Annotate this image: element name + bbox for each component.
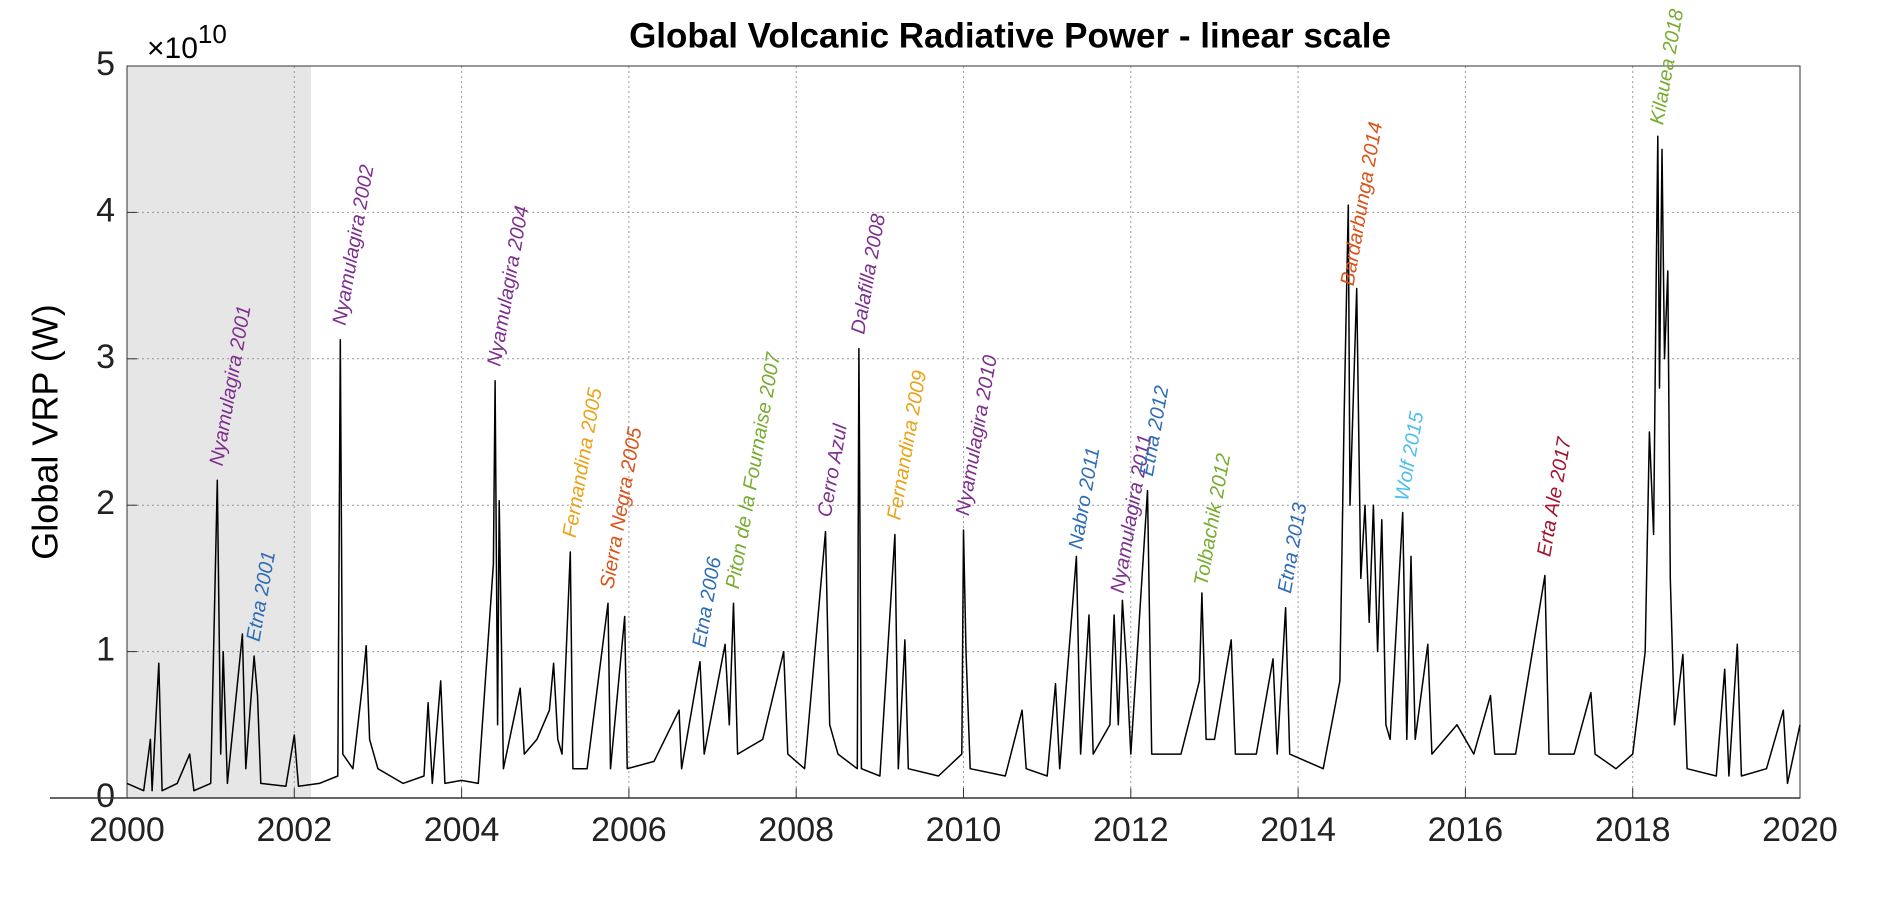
annotation: Dalafilla 2008 (847, 213, 890, 336)
x-tick-label: 2004 (424, 811, 500, 849)
y-tick-label: 3 (96, 338, 115, 376)
annotation: Tolbachik 2012 (1190, 452, 1235, 588)
annotation: Erta Ale 2017 (1533, 435, 1576, 558)
y-tick-label: 2 (96, 484, 115, 522)
x-tick-label: 2016 (1428, 811, 1504, 849)
x-tick-label: 2008 (758, 811, 834, 849)
x-tick-label: 2014 (1260, 811, 1336, 849)
annotation: Kilauea 2018 (1646, 8, 1688, 127)
x-tick-label: 2018 (1595, 811, 1671, 849)
y-tick-label: 0 (96, 777, 115, 815)
annotation: Bardarbunga 2014 (1337, 120, 1387, 287)
annotation: Etna 2013 (1274, 501, 1312, 595)
x-tick-label: 2012 (1093, 811, 1169, 849)
chart-title: Global Volcanic Radiative Power - linear… (629, 16, 1391, 55)
x-tick-label: 2010 (926, 811, 1002, 849)
annotation: Wolf 2015 (1391, 409, 1428, 502)
annotation: Nyamulagira 2004 (484, 204, 534, 368)
annotation: Fernandina 2005 (559, 386, 607, 540)
annotation: Piton de la Fournaise 2007 (722, 350, 785, 590)
x-tick-label: 2000 (89, 811, 165, 849)
annotation: Etna 2006 (688, 555, 726, 649)
annotation: Cerro Azul (814, 422, 852, 519)
x-tick-label: 2006 (591, 811, 667, 849)
data-line (126, 135, 1801, 792)
annotation: Etna 2012 (1136, 384, 1174, 478)
y-tick-label: 5 (96, 45, 115, 83)
multiplier-exponent: 10 (198, 19, 227, 49)
x-tick-label: 2020 (1762, 811, 1838, 849)
annotation: Fernandina 2009 (883, 369, 931, 522)
annotation: Nabro 2011 (1065, 446, 1105, 551)
annotation: Nyamulagira 2010 (952, 354, 1002, 518)
annotation: Sierra Negra 2005 (596, 425, 646, 591)
y-tick-label: 4 (96, 191, 115, 229)
axis-multiplier: ×1010 (147, 19, 227, 65)
y-tick-label: 1 (96, 631, 115, 669)
y-axis-label: Global VRP (W) (25, 304, 66, 559)
x-tick-label: 2002 (256, 811, 332, 849)
multiplier-base: ×10 (147, 32, 198, 65)
annotation: Nyamulagira 2002 (329, 163, 379, 327)
